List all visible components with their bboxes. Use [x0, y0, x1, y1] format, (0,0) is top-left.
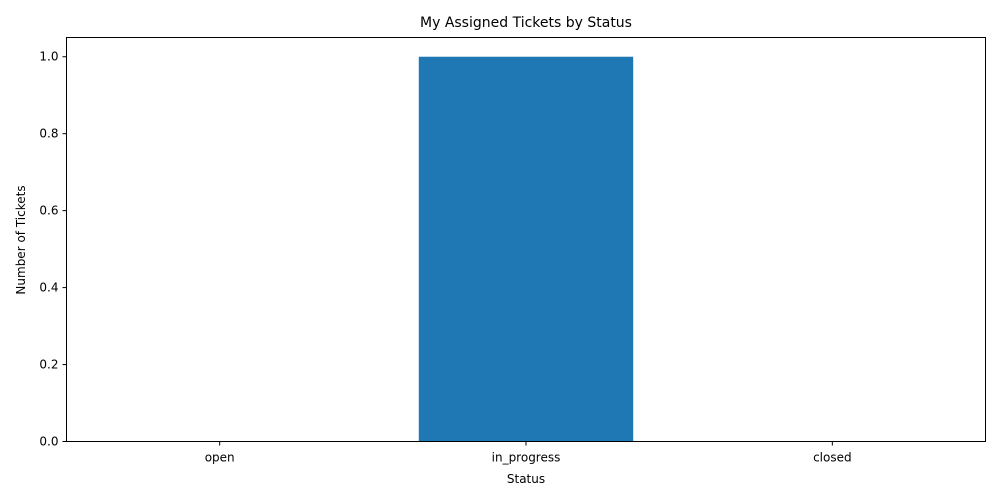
- y-tick-label: 0.0: [39, 435, 58, 449]
- bar-in_progress: [418, 56, 634, 442]
- x-tick-label: in_progress: [492, 451, 561, 465]
- plot-frame: [66, 37, 986, 442]
- y-tick-label: 0.6: [39, 204, 58, 218]
- plot-area: open in_progress closed 0.0 0.2 0.4 0.6 0.8 1.0: [39, 50, 851, 465]
- x-axis-label: Status: [507, 472, 545, 486]
- y-axis-label: Number of Tickets: [14, 185, 28, 294]
- y-tick-label: 0.8: [39, 127, 58, 141]
- y-tick-label: 0.2: [39, 358, 58, 372]
- x-tick-label: open: [205, 451, 235, 465]
- chart-title: My Assigned Tickets by Status: [420, 15, 632, 31]
- y-tick-label: 1.0: [39, 50, 58, 64]
- x-tick-label: closed: [813, 451, 852, 465]
- y-tick-label: 0.4: [39, 281, 58, 295]
